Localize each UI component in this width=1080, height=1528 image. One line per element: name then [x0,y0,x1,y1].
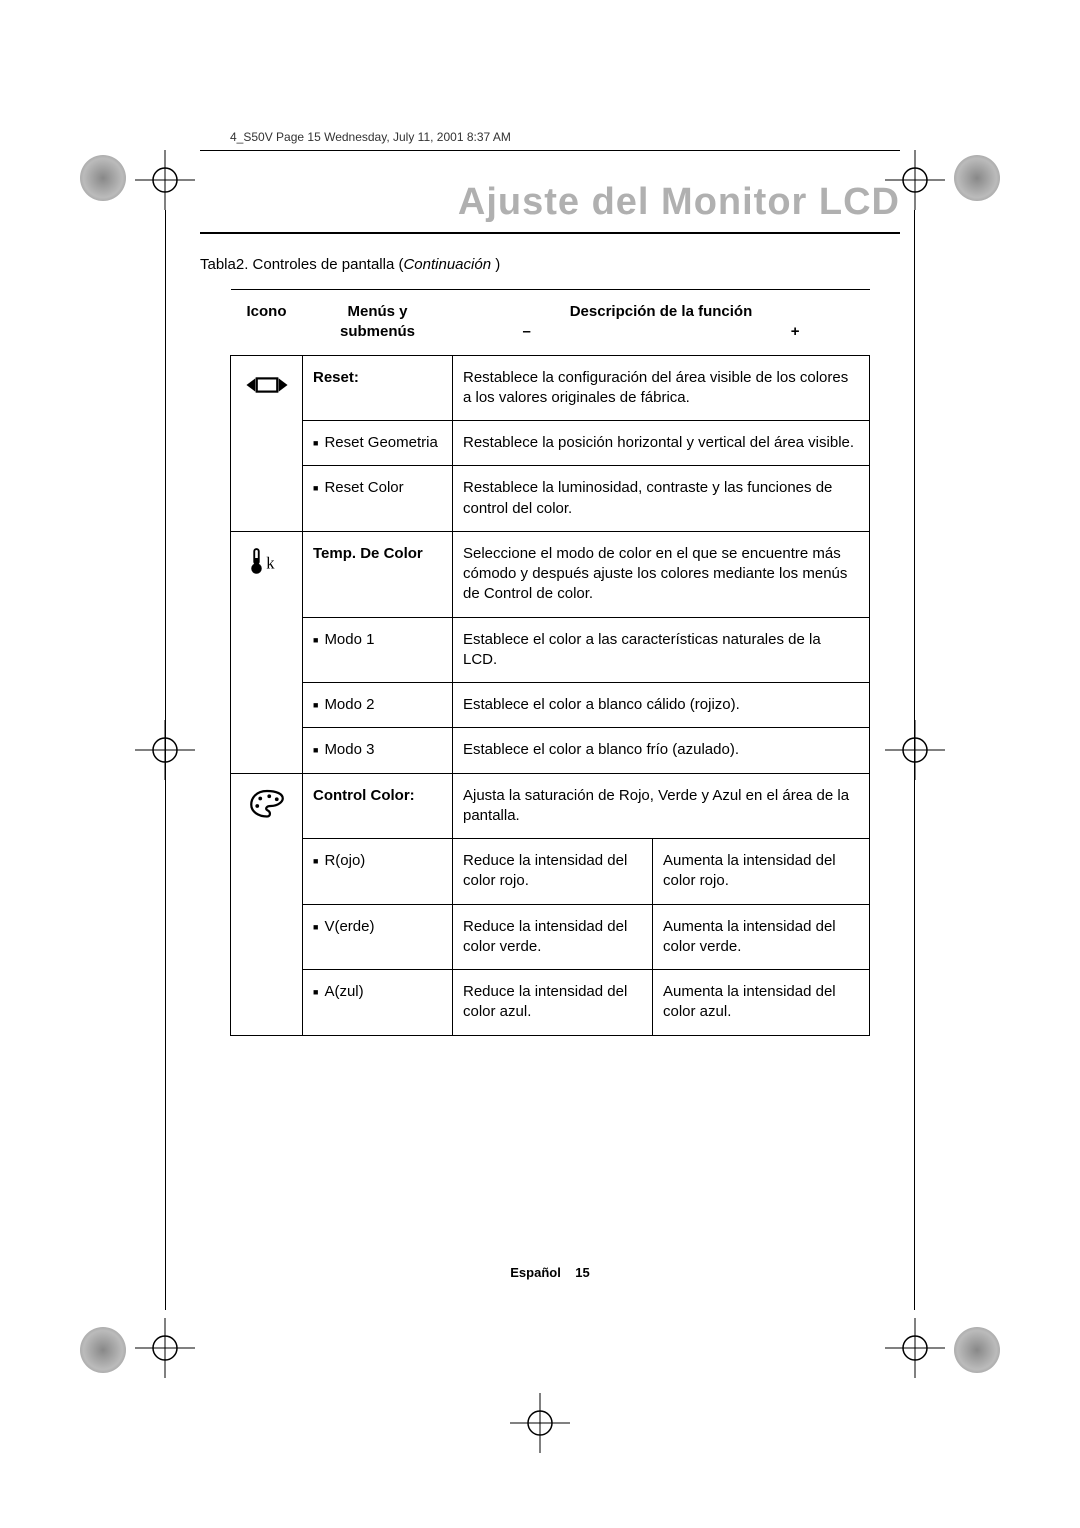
menu-temp: Temp. De Color [303,531,453,617]
table-row: A(zul) Reduce la intensidad del color az… [231,970,870,1036]
reset-icon [245,370,289,400]
desc-reset: Restablece la configuración del área vis… [453,355,870,421]
desc-modo2: Establece el color a blanco cálido (roji… [453,683,870,728]
icon-cell-temp: k [231,531,303,773]
desc-reset-color: Restablece la luminosidad, contraste y l… [453,466,870,532]
footer-lang: Español [510,1265,561,1280]
table-caption: Tabla2. Controles de pantalla (Continuac… [200,256,900,273]
page-footer: Español 15 [200,1265,900,1280]
caption-italic: Continuación [403,256,491,273]
footer-page: 15 [575,1265,589,1280]
register-mark-icon [885,1318,945,1378]
page-title: Ajuste del Monitor LCD [200,181,900,224]
caption-prefix: Tabla2. Controles de pantalla ( [200,256,403,273]
desc-reset-geom: Restablece la posición horizontal y vert… [453,421,870,466]
menu-modo2: Modo 2 [303,683,453,728]
print-mark-circle [80,1327,126,1373]
th-menu: Menús y submenús [303,290,453,356]
icon-cell-reset [231,355,303,531]
register-mark-icon [135,150,195,210]
desc-ctrl: Ajusta la saturación de Rojo, Verde y Az… [453,773,870,839]
table-row: k Temp. De Color Seleccione el modo de c… [231,531,870,617]
palette-icon [245,788,289,818]
desc-a-minus: Reduce la intensidad del color azul. [453,970,653,1036]
menu-a: A(zul) [303,970,453,1036]
desc-temp: Seleccione el modo de color en el que se… [453,531,870,617]
table-row: Modo 1 Establece el color a las caracter… [231,617,870,683]
table-row: Reset Color Restablece la luminosidad, c… [231,466,870,532]
th-minus: – [523,322,531,342]
table-row: Reset: Restablece la configuración del á… [231,355,870,421]
header-rule [200,150,900,151]
desc-modo3: Establece el color a blanco frío (azulad… [453,728,870,773]
controls-table: Icono Menús y submenús Descripción de la… [230,289,870,1036]
th-desc: Descripción de la función – + [453,290,870,356]
menu-modo3: Modo 3 [303,728,453,773]
menu-modo1: Modo 1 [303,617,453,683]
thermometer-k-icon: k [245,546,289,576]
table-row: Modo 3 Establece el color a blanco frío … [231,728,870,773]
print-mark-circle [954,155,1000,201]
svg-text:k: k [266,553,275,572]
th-icon: Icono [231,290,303,356]
desc-v-minus: Reduce la intensidad del color verde. [453,904,653,970]
icon-cell-ctrl [231,773,303,1035]
document-page: 4_S50V Page 15 Wednesday, July 11, 2001 … [200,130,900,1310]
table-row: Control Color: Ajusta la saturación de R… [231,773,870,839]
caption-suffix: ) [491,256,500,273]
register-mark-icon [135,1318,195,1378]
page-header-meta: 4_S50V Page 15 Wednesday, July 11, 2001 … [200,130,900,144]
menu-r: R(ojo) [303,839,453,905]
crop-line [914,210,915,1310]
desc-r-plus: Aumenta la intensidad del color rojo. [653,839,870,905]
menu-ctrl: Control Color: [303,773,453,839]
th-desc-label: Descripción de la función [463,302,860,322]
print-mark-circle [80,155,126,201]
desc-a-plus: Aumenta la intensidad del color azul. [653,970,870,1036]
table-row: Reset Geometria Restablece la posición h… [231,421,870,466]
menu-reset: Reset: [303,355,453,421]
menu-v: V(erde) [303,904,453,970]
menu-reset-geom: Reset Geometria [303,421,453,466]
table-row: R(ojo) Reduce la intensidad del color ro… [231,839,870,905]
table-row: Modo 2 Establece el color a blanco cálid… [231,683,870,728]
desc-v-plus: Aumenta la intensidad del color verde. [653,904,870,970]
print-mark-circle [954,1327,1000,1373]
register-mark-icon [510,1393,570,1453]
desc-modo1: Establece el color a las características… [453,617,870,683]
menu-reset-color: Reset Color [303,466,453,532]
table-row: V(erde) Reduce la intensidad del color v… [231,904,870,970]
desc-r-minus: Reduce la intensidad del color rojo. [453,839,653,905]
crop-line [165,210,166,1310]
title-rule [200,232,900,234]
th-menu-line1: Menús y [313,302,443,322]
th-menu-line2: submenús [313,322,443,342]
th-plus: + [791,322,800,342]
